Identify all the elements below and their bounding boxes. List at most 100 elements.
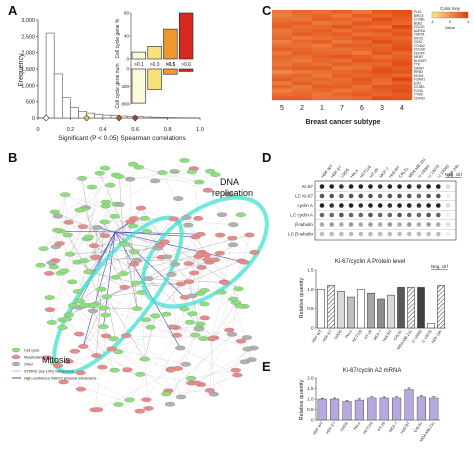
network-node xyxy=(149,178,161,184)
network-edge xyxy=(207,259,239,289)
network-node xyxy=(186,169,197,175)
heatmap-cell xyxy=(272,58,293,63)
network-edge xyxy=(175,327,248,338)
protein-y-tick-label: 0 xyxy=(311,326,314,331)
protein-category-label: U 1307S xyxy=(421,329,433,344)
network-edge xyxy=(193,168,230,195)
network-node xyxy=(171,332,182,338)
heatmap-gene-label: TTK xyxy=(414,63,421,67)
heatmap-cell xyxy=(292,28,313,33)
heatmap-cell xyxy=(352,73,373,78)
blot-dot xyxy=(377,193,383,199)
network-edge xyxy=(211,282,226,339)
heatmap-cell xyxy=(312,96,333,101)
protein-category-label: HCT116 xyxy=(352,329,363,343)
a-y-tick-label: 1,000 xyxy=(21,83,35,89)
color-key-step xyxy=(438,12,441,18)
blot-column-label: U 1308S xyxy=(417,163,431,178)
network-edge xyxy=(114,216,135,265)
network-cluster-outlines xyxy=(52,195,269,375)
network-edge xyxy=(129,335,177,400)
heatmap-cell xyxy=(272,47,293,52)
network-node xyxy=(204,259,215,265)
network-node xyxy=(110,274,121,280)
network-edge xyxy=(168,361,245,391)
network-edge xyxy=(200,253,216,260)
heatmap-cell xyxy=(372,85,393,89)
network-node xyxy=(113,402,124,407)
network-edge xyxy=(43,230,58,249)
network-node xyxy=(78,258,90,264)
network-node xyxy=(209,335,220,341)
network-edge xyxy=(77,261,125,288)
protein-bar xyxy=(367,292,375,329)
network-edge xyxy=(140,208,165,242)
heatmap-cell xyxy=(372,28,393,33)
color-key-step xyxy=(466,12,469,18)
network-node xyxy=(113,349,124,354)
blot-row-label: Ki-67 xyxy=(302,184,313,189)
protein-bar xyxy=(377,298,385,329)
heatmap-gene-label: E2F1 xyxy=(414,81,422,85)
legend-node-swatch xyxy=(11,361,21,367)
heatmap-cell xyxy=(352,10,373,14)
network-edge xyxy=(104,167,117,176)
network-edge xyxy=(105,205,138,261)
network-node xyxy=(129,249,140,255)
mrna-y-tick-label: 1.0 xyxy=(307,397,314,402)
network-edge xyxy=(83,296,107,347)
network-edge xyxy=(53,204,117,267)
blot-dot xyxy=(387,222,393,227)
heatmap-cell xyxy=(332,17,353,22)
label-dna: DNA xyxy=(220,177,239,187)
a-histogram-bar xyxy=(61,97,71,119)
network-edge xyxy=(65,194,68,236)
heatmap-gene-label: PLK1 xyxy=(414,10,422,14)
network-edge xyxy=(59,207,87,244)
mrna-category-label: CAL51 xyxy=(413,421,423,433)
heatmap-cell xyxy=(312,85,333,89)
mrna-bar xyxy=(342,401,352,421)
protein-bar xyxy=(397,287,405,329)
network-node xyxy=(99,233,111,239)
network-edge xyxy=(196,347,254,384)
heatmap-cell xyxy=(392,55,413,59)
network-node xyxy=(99,219,110,225)
inset-lower-bar xyxy=(147,68,162,90)
heatmap-cell xyxy=(332,66,353,71)
heatmap-cell xyxy=(332,21,353,26)
network-node xyxy=(202,187,213,193)
network-node xyxy=(193,254,204,259)
protein-ylabel: Relative quantity xyxy=(299,277,305,318)
blot-dot xyxy=(445,212,451,218)
network-edge xyxy=(57,216,126,245)
network-edge xyxy=(95,221,105,305)
heatmap-cell xyxy=(392,43,413,48)
heatmap-cell xyxy=(372,81,393,86)
network-edge xyxy=(135,259,216,284)
network-edge xyxy=(92,310,115,371)
heatmap-gene-label: CDC20 xyxy=(414,25,425,29)
network-edge xyxy=(81,178,96,258)
blot-dot xyxy=(329,212,334,218)
network-node xyxy=(128,261,140,267)
blot-dot xyxy=(436,212,441,218)
network-edge xyxy=(195,236,210,263)
network-edge xyxy=(62,300,81,320)
blot-dot xyxy=(368,212,373,218)
heatmap-cell xyxy=(372,92,393,97)
network-node xyxy=(89,407,100,413)
network-edge xyxy=(126,335,202,385)
network-node xyxy=(108,336,119,341)
blot-dot xyxy=(319,184,325,189)
heatmap-cell xyxy=(392,28,413,33)
blot-dot xyxy=(348,203,354,208)
network-node xyxy=(79,302,90,308)
network-node xyxy=(55,228,67,234)
network-node xyxy=(163,388,174,394)
blot-dot xyxy=(445,184,451,189)
network-edge xyxy=(68,326,104,362)
heatmap-cell xyxy=(292,10,313,14)
network-node xyxy=(72,289,84,294)
inset-upper-ylabel: Cell cycle gene % xyxy=(115,18,121,58)
